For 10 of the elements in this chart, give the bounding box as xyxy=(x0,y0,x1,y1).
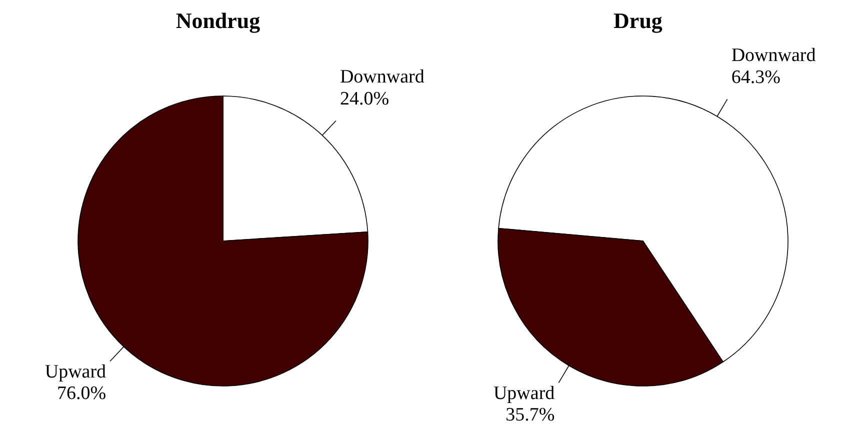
slice-label: Upward xyxy=(44,361,107,382)
slice-label: Downward xyxy=(731,45,816,66)
chart-title: Nondrug xyxy=(174,8,262,35)
data-label: 76.0% xyxy=(56,383,106,404)
slice-label: Upward xyxy=(493,382,556,404)
data-label: 24.0% xyxy=(340,88,390,110)
slice-label: Downward xyxy=(340,66,425,88)
chart-title: Drug xyxy=(612,8,664,35)
data-label: 64.3% xyxy=(731,67,781,88)
data-label: 35.7% xyxy=(506,404,555,426)
